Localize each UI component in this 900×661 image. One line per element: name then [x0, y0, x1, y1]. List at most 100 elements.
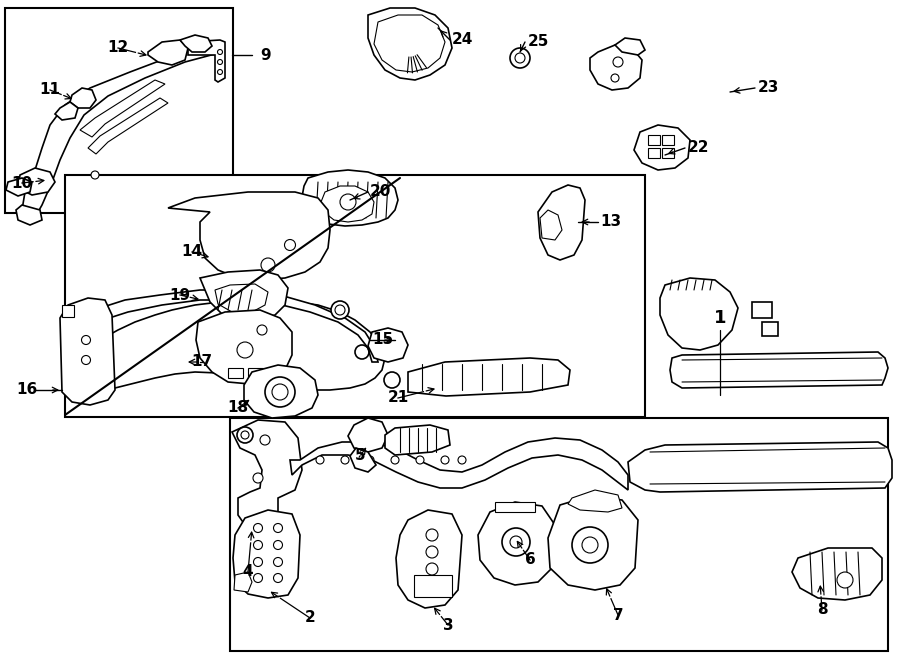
Circle shape — [274, 574, 283, 582]
Polygon shape — [290, 438, 628, 490]
Text: 21: 21 — [387, 391, 409, 405]
Polygon shape — [348, 418, 388, 452]
Circle shape — [274, 541, 283, 549]
Bar — [248, 368, 263, 378]
Circle shape — [254, 557, 263, 566]
Circle shape — [260, 435, 270, 445]
Circle shape — [515, 53, 525, 63]
Text: 1: 1 — [714, 309, 726, 327]
Polygon shape — [302, 170, 398, 226]
Polygon shape — [540, 210, 562, 240]
Bar — [752, 302, 772, 318]
Bar — [648, 148, 660, 158]
Polygon shape — [234, 572, 252, 592]
Text: 14: 14 — [182, 245, 202, 260]
Polygon shape — [408, 358, 570, 396]
Polygon shape — [538, 185, 585, 260]
Circle shape — [274, 557, 283, 566]
Text: 20: 20 — [370, 184, 392, 200]
Circle shape — [582, 537, 598, 553]
Polygon shape — [148, 40, 188, 65]
Circle shape — [572, 527, 608, 563]
Text: 7: 7 — [613, 607, 624, 623]
Circle shape — [510, 536, 522, 548]
Circle shape — [265, 377, 295, 407]
Polygon shape — [215, 284, 268, 312]
Text: 5: 5 — [355, 449, 365, 463]
Polygon shape — [80, 80, 165, 137]
Circle shape — [510, 48, 530, 68]
Circle shape — [426, 546, 438, 558]
Circle shape — [416, 456, 424, 464]
Text: 6: 6 — [525, 553, 535, 568]
Circle shape — [611, 74, 619, 82]
Polygon shape — [6, 178, 32, 196]
Polygon shape — [168, 192, 330, 280]
Circle shape — [253, 473, 263, 483]
Polygon shape — [792, 548, 882, 600]
Polygon shape — [615, 38, 645, 55]
Circle shape — [837, 572, 853, 588]
Text: 19: 19 — [169, 288, 191, 303]
Bar — [648, 135, 660, 145]
Circle shape — [241, 431, 249, 439]
Text: 2: 2 — [304, 611, 315, 625]
Circle shape — [331, 301, 349, 319]
Bar — [62, 305, 74, 317]
Circle shape — [254, 524, 263, 533]
Polygon shape — [478, 502, 555, 585]
Polygon shape — [321, 186, 374, 222]
Circle shape — [237, 427, 253, 443]
Text: 15: 15 — [372, 332, 393, 348]
Polygon shape — [568, 490, 622, 512]
Polygon shape — [68, 290, 378, 362]
Text: 25: 25 — [528, 34, 549, 50]
Text: 24: 24 — [452, 32, 473, 48]
Text: 17: 17 — [192, 354, 212, 369]
Circle shape — [254, 574, 263, 582]
Polygon shape — [396, 510, 462, 608]
Circle shape — [91, 171, 99, 179]
Polygon shape — [55, 102, 78, 120]
Polygon shape — [368, 328, 408, 362]
Circle shape — [391, 456, 399, 464]
Polygon shape — [548, 496, 638, 590]
Circle shape — [341, 456, 349, 464]
Circle shape — [254, 541, 263, 549]
Polygon shape — [196, 310, 292, 384]
Text: 16: 16 — [16, 383, 37, 397]
Circle shape — [218, 59, 222, 65]
Text: 23: 23 — [758, 81, 779, 95]
Circle shape — [384, 372, 400, 388]
Bar — [662, 148, 674, 158]
Text: 4: 4 — [243, 564, 253, 580]
Circle shape — [261, 258, 275, 272]
Polygon shape — [628, 442, 892, 492]
Circle shape — [441, 456, 449, 464]
Polygon shape — [232, 420, 302, 530]
Polygon shape — [590, 45, 642, 90]
Circle shape — [218, 50, 222, 54]
Text: 22: 22 — [688, 141, 709, 155]
Bar — [5, 8, 233, 213]
Circle shape — [458, 456, 466, 464]
Polygon shape — [634, 125, 690, 170]
Text: 11: 11 — [40, 83, 60, 98]
Bar — [495, 502, 535, 512]
Polygon shape — [233, 510, 300, 598]
Circle shape — [426, 529, 438, 541]
Circle shape — [274, 524, 283, 533]
Bar — [228, 368, 243, 378]
Circle shape — [613, 57, 623, 67]
Circle shape — [218, 69, 222, 75]
Circle shape — [272, 384, 288, 400]
Polygon shape — [244, 365, 318, 418]
Bar — [414, 575, 452, 597]
Bar — [230, 418, 888, 651]
Circle shape — [366, 456, 374, 464]
Polygon shape — [350, 448, 376, 472]
Polygon shape — [385, 425, 450, 455]
Circle shape — [340, 194, 356, 210]
Polygon shape — [16, 205, 42, 225]
Polygon shape — [70, 88, 96, 108]
